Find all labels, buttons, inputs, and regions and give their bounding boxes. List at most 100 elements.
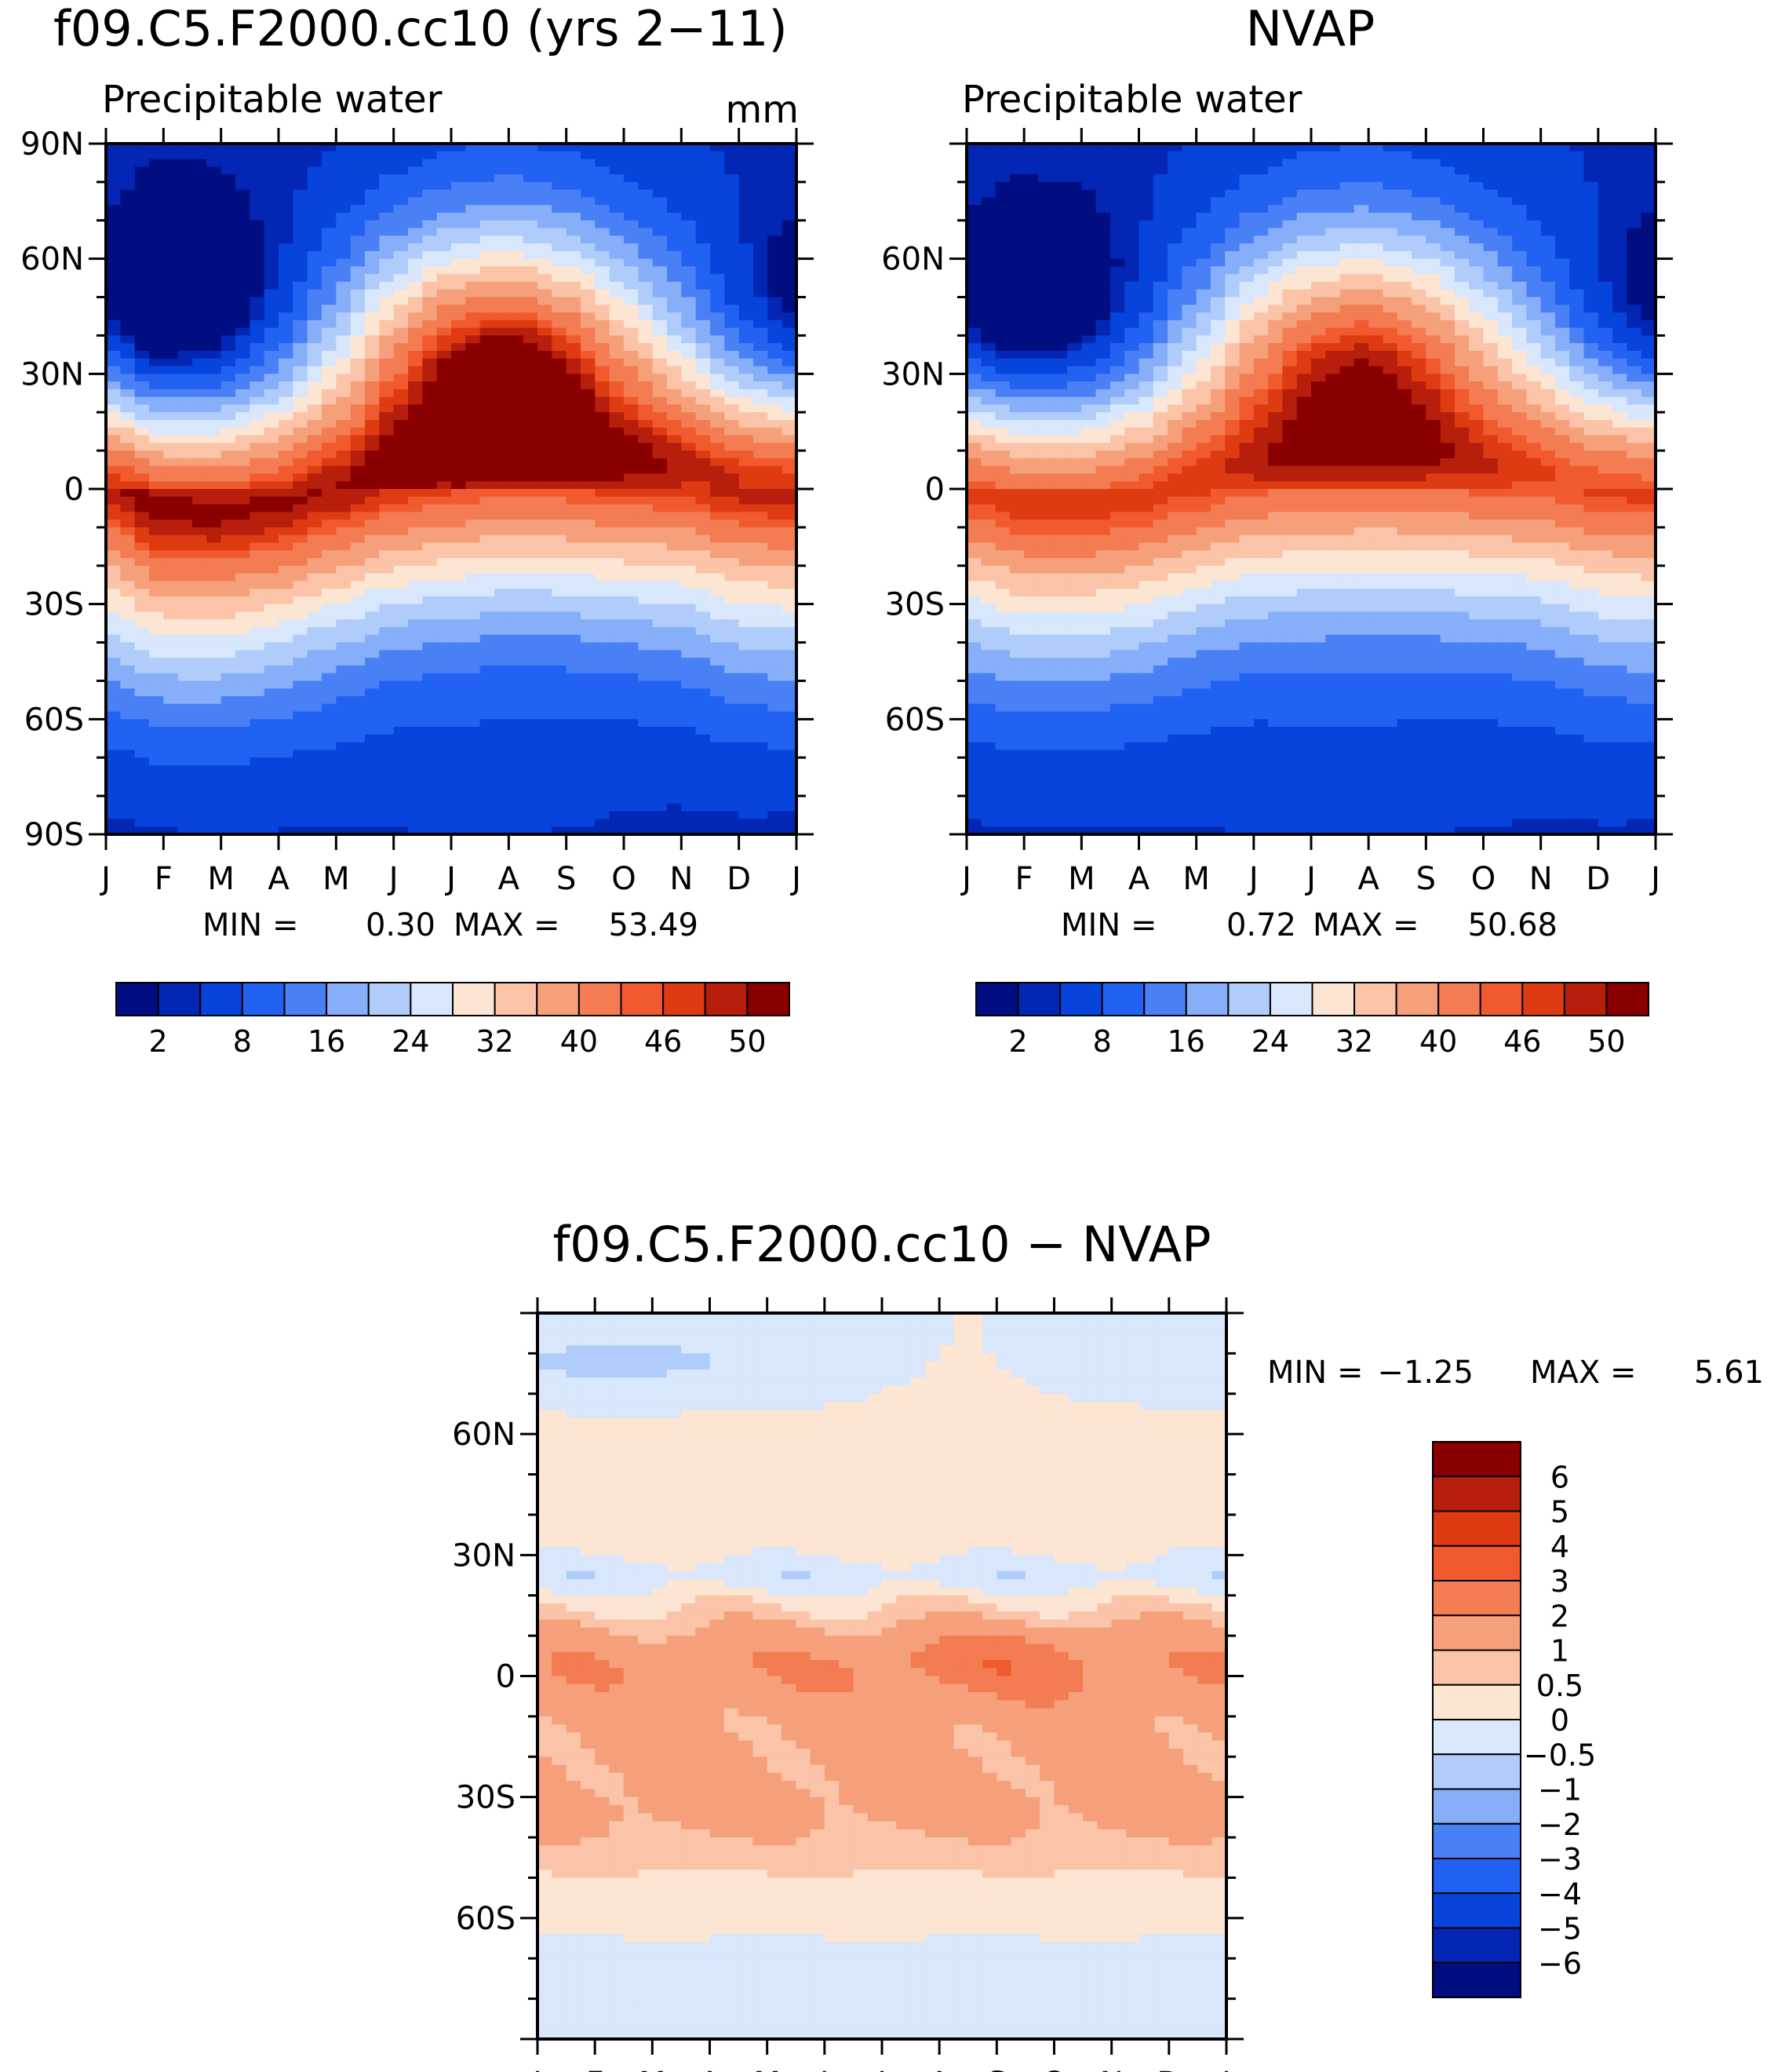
field-cell	[192, 772, 208, 782]
field-cell	[695, 381, 711, 390]
field-cell	[523, 166, 538, 175]
field-cell	[638, 627, 654, 636]
field-cell	[177, 174, 193, 183]
field-cell	[264, 727, 279, 735]
field-cell	[581, 527, 596, 536]
field-cell	[667, 772, 683, 782]
field-cell	[523, 688, 538, 697]
field-cell	[667, 319, 683, 329]
field-cell	[206, 619, 222, 628]
field-cell	[767, 512, 783, 520]
field-cell	[681, 181, 697, 191]
field-cell	[710, 803, 726, 812]
field-cell	[322, 765, 337, 774]
field-cell	[422, 719, 438, 728]
field-cell	[149, 565, 165, 575]
field-cell	[1038, 159, 1054, 168]
field-cell	[365, 734, 381, 743]
field-cell	[494, 611, 510, 621]
field-cell	[451, 627, 467, 636]
field-cell	[581, 366, 596, 375]
field-cell	[250, 520, 265, 528]
field-cell	[652, 335, 668, 345]
field-cell	[1109, 144, 1126, 152]
field-cell	[581, 803, 596, 812]
field-cell	[307, 297, 322, 306]
field-cell	[264, 581, 279, 589]
field-cell	[365, 696, 381, 705]
field-cell	[695, 696, 711, 705]
field-cell	[1554, 181, 1571, 191]
field-cell	[235, 642, 251, 651]
field-cell	[1339, 166, 1355, 175]
field-cell	[393, 213, 409, 221]
field-cell	[695, 335, 711, 345]
field-cell	[552, 796, 567, 804]
field-cell	[494, 673, 510, 682]
field-cell	[1282, 159, 1298, 168]
field-cell	[1268, 220, 1284, 229]
field-cell	[1168, 151, 1183, 160]
field-cell	[206, 581, 222, 589]
field-cell	[595, 811, 610, 820]
field-cell	[336, 673, 352, 682]
field-cell	[465, 151, 481, 160]
field-cell	[552, 558, 567, 567]
field-cell	[465, 573, 481, 582]
field-cell	[1052, 174, 1068, 183]
field-cell	[523, 803, 538, 812]
field-cell	[1296, 159, 1312, 168]
field-cell	[595, 573, 610, 582]
field-cell	[350, 727, 366, 735]
field-cell	[552, 205, 567, 213]
field-cell	[350, 642, 366, 651]
field-cell	[163, 151, 179, 160]
field-cell	[206, 780, 222, 790]
field-cell	[365, 512, 381, 520]
field-cell	[1210, 181, 1226, 191]
field-cell	[322, 381, 337, 390]
field-cell	[681, 289, 697, 298]
field-cell	[479, 703, 495, 713]
field-cell	[494, 788, 510, 797]
field-cell	[350, 151, 366, 160]
field-cell	[479, 719, 495, 728]
field-cell	[106, 228, 122, 237]
field-cell	[753, 512, 769, 520]
field-cell	[595, 443, 610, 451]
field-cell	[149, 420, 165, 429]
field-cell	[781, 151, 796, 160]
field-cell	[177, 673, 193, 682]
field-cell	[537, 803, 553, 812]
field-cell	[379, 604, 395, 613]
field-cell	[350, 811, 366, 820]
field-cell	[624, 166, 639, 175]
field-cell	[322, 205, 337, 213]
field-cell	[436, 327, 452, 337]
field-cell	[408, 803, 424, 812]
field-cell	[781, 481, 796, 490]
field-cell	[566, 366, 581, 375]
field-cell	[710, 381, 726, 390]
field-cell	[1469, 181, 1485, 191]
field-cell	[393, 581, 409, 589]
field-cell	[293, 335, 308, 345]
field-cell	[1512, 197, 1528, 206]
field-cell	[508, 642, 524, 651]
field-cell	[638, 319, 654, 329]
field-cell	[379, 504, 395, 513]
field-cell	[494, 565, 510, 575]
field-cell	[581, 604, 596, 613]
field-cell	[479, 780, 495, 790]
field-cell	[235, 465, 251, 475]
field-cell	[451, 228, 467, 237]
field-cell	[436, 335, 452, 345]
field-cell	[206, 205, 222, 213]
field-cell	[106, 504, 122, 513]
field-cell	[566, 765, 581, 774]
field-cell	[767, 688, 783, 697]
field-cell	[465, 534, 481, 544]
field-cell	[451, 266, 467, 275]
field-cell	[134, 250, 150, 260]
field-cell	[235, 542, 251, 552]
